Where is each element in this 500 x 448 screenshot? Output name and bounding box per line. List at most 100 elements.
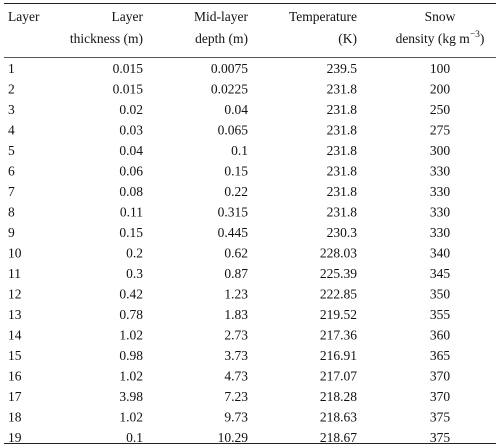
cell: 0.42: [119, 287, 143, 302]
cell: 0.065: [218, 123, 249, 138]
cell: 231.8: [327, 184, 358, 199]
cell: 1.83: [224, 307, 248, 322]
cell: 10: [8, 246, 22, 261]
cell: 3: [8, 102, 15, 117]
cell: 0.08: [119, 184, 143, 199]
cell: 0.98: [119, 348, 143, 363]
cell: 217.07: [320, 369, 357, 384]
cell: 0.0075: [211, 61, 248, 76]
cell: 231.8: [327, 143, 358, 158]
cell: 0.11: [120, 205, 143, 220]
cell: 2: [8, 82, 15, 97]
cell: 7: [8, 184, 15, 199]
cell: 0.3: [126, 266, 143, 281]
cell: 370: [430, 369, 451, 384]
cell: 19: [8, 430, 22, 445]
cell: 0.445: [218, 225, 249, 240]
cell: 365: [430, 348, 451, 363]
cell: 100: [430, 61, 451, 76]
cell: 6: [8, 164, 15, 179]
cell: 0.03: [119, 123, 143, 138]
cell: 239.5: [327, 61, 358, 76]
cell: 9.73: [224, 410, 248, 425]
cell: 225.39: [320, 266, 357, 281]
cell: 0.0225: [211, 82, 248, 97]
cell: 0.62: [224, 246, 248, 261]
header-cell: Snow: [425, 9, 456, 24]
cell: 11: [8, 266, 21, 281]
cell: 231.8: [327, 82, 358, 97]
cell: 228.03: [320, 246, 357, 261]
cell: 1.02: [119, 328, 143, 343]
cell: 18: [8, 410, 22, 425]
cell: 231.8: [327, 102, 358, 117]
cell: 4: [8, 123, 15, 138]
header-cell: density (kg m−3): [396, 30, 485, 46]
header-cell: (K): [338, 31, 357, 46]
cell: 12: [8, 287, 22, 302]
cell: 0.1: [126, 430, 143, 445]
cell: 360: [430, 328, 451, 343]
header-cell: Mid-layer: [194, 9, 248, 24]
cell: 2.73: [224, 328, 248, 343]
cell: 231.8: [327, 205, 358, 220]
cell: 0.15: [224, 164, 248, 179]
header-cell: depth (m): [195, 31, 248, 46]
cell: 0.2: [126, 246, 143, 261]
header-cell: Layer: [112, 9, 144, 24]
header-text: density (kg m: [396, 31, 471, 46]
cell: 15: [8, 348, 22, 363]
cell: 375: [430, 410, 451, 425]
header-cell: Temperature: [289, 9, 357, 24]
cell: 222.85: [320, 287, 357, 302]
cell: 275: [430, 123, 451, 138]
cell: 218.67: [320, 430, 357, 445]
cell: 0.22: [224, 184, 248, 199]
superscript: −3: [470, 30, 480, 40]
cell: 250: [430, 102, 451, 117]
cell: 3.98: [119, 389, 143, 404]
cell: 9: [8, 225, 15, 240]
cell: 355: [430, 307, 451, 322]
cell: 0.1: [231, 143, 248, 158]
cell: 13: [8, 307, 22, 322]
cell: 1: [8, 61, 15, 76]
cell: 230.3: [327, 225, 358, 240]
cell: 370: [430, 389, 451, 404]
cell: 217.36: [320, 328, 357, 343]
cell: 0.02: [119, 102, 143, 117]
cell: 1.23: [224, 287, 248, 302]
cell: 330: [430, 225, 451, 240]
cell: 218.63: [320, 410, 357, 425]
header-cell: thickness (m): [70, 31, 143, 46]
cell: 10.29: [218, 430, 249, 445]
cell: 0.315: [218, 205, 249, 220]
cell: 216.91: [320, 348, 357, 363]
cell: 4.73: [224, 369, 248, 384]
cell: 0.78: [119, 307, 143, 322]
cell: 219.52: [320, 307, 357, 322]
cell: 375: [430, 430, 451, 445]
cell: 330: [430, 164, 451, 179]
cell: 16: [8, 369, 22, 384]
cell: 0.87: [224, 266, 248, 281]
header-text: ): [480, 31, 485, 46]
cell: 7.23: [224, 389, 248, 404]
cell: 14: [8, 328, 22, 343]
cell: 231.8: [327, 123, 358, 138]
cell: 17: [8, 389, 22, 404]
cell: 340: [430, 246, 451, 261]
cell: 8: [8, 205, 15, 220]
cell: 345: [430, 266, 451, 281]
cell: 1.02: [119, 410, 143, 425]
cell: 300: [430, 143, 451, 158]
cell: 0.015: [113, 61, 144, 76]
cell: 1.02: [119, 369, 143, 384]
cell: 5: [8, 143, 15, 158]
cell: 3.73: [224, 348, 248, 363]
cell: 0.015: [113, 82, 144, 97]
cell: 330: [430, 184, 451, 199]
cell: 0.15: [119, 225, 143, 240]
cell: 330: [430, 205, 451, 220]
